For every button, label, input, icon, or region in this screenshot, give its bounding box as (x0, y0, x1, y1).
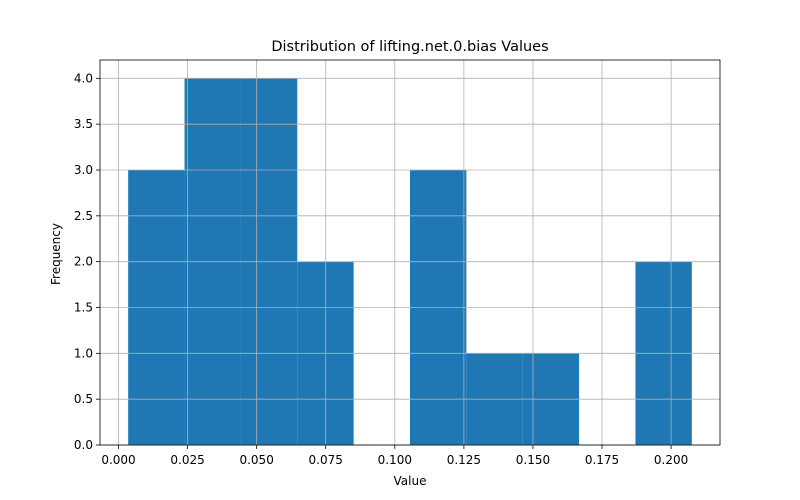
plot-frame (99, 59, 721, 446)
x-tick-label: 0.100 (378, 453, 412, 467)
y-tick-label: 3.0 (74, 163, 93, 177)
x-tick-label: 0.000 (101, 453, 135, 467)
y-tick-label: 0.5 (74, 392, 93, 406)
x-tick-label: 0.075 (309, 453, 343, 467)
axes-frame (99, 59, 721, 446)
x-axis-ticks: 0.000 0.025 0.050 0.075 0.100 0.125 0.150 0.175… (101, 445, 688, 467)
x-tick-label: 0.175 (585, 453, 619, 467)
y-tick-label: 2.5 (74, 209, 93, 223)
y-tick-label: 4.0 (74, 71, 93, 85)
x-tick-label: 0.150 (516, 453, 550, 467)
x-tick-label: 0.125 (447, 453, 481, 467)
y-tick-label: 2.0 (74, 255, 93, 269)
x-tick-label: 0.025 (170, 453, 204, 467)
y-axis-label: Frequency (49, 223, 63, 285)
x-tick-label: 0.200 (654, 453, 688, 467)
chart-title: Distribution of lifting.net.0.bias Value… (271, 39, 548, 55)
y-axis-ticks: 0.0 0.5 1.0 1.5 2.0 2.5 3.0 3.5 4.0 (74, 71, 100, 452)
y-tick-label: 1.0 (74, 346, 93, 360)
x-tick-label: 0.050 (239, 453, 273, 467)
y-tick-label: 0.0 (74, 438, 93, 452)
y-tick-label: 3.5 (74, 117, 93, 131)
y-tick-label: 1.5 (74, 301, 93, 315)
x-axis-label: Value (394, 474, 427, 488)
